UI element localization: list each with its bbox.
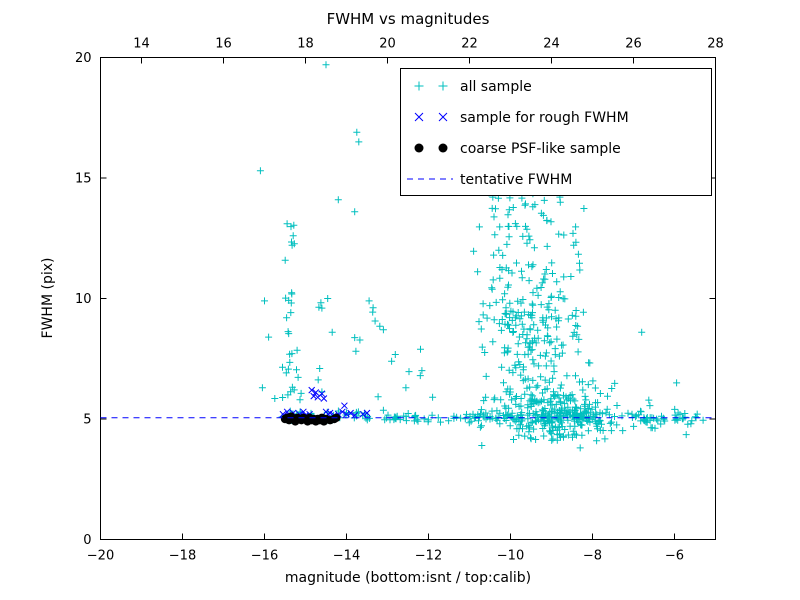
chart-title: FWHM vs magnitudes	[327, 10, 490, 28]
legend-label: all sample	[460, 79, 532, 95]
legend-dot-markers	[414, 143, 448, 153]
x-tick-label-top: 26	[625, 37, 642, 52]
y-tick-label: 5	[83, 413, 91, 428]
y-tick-label: 15	[75, 172, 92, 187]
x-tick-label-bottom: −8	[583, 549, 602, 564]
y-tick-label: 20	[75, 51, 92, 66]
legend: all sample sample for rough FWHM coarse PS…	[400, 68, 712, 196]
x-tick-label-bottom: −12	[415, 549, 442, 564]
axis-ticks	[100, 57, 716, 540]
x-tick-label-top: 14	[133, 37, 150, 52]
y-tick-label: 0	[83, 533, 91, 548]
y-tick-label: 10	[75, 292, 92, 307]
x-axis-label: magnitude (bottom:isnt / top:calib)	[285, 570, 531, 586]
x-tick-label-top: 16	[215, 37, 232, 52]
legend-label: tentative FWHM	[460, 172, 572, 188]
x-tick-label-top: 28	[707, 37, 724, 52]
x-tick-label-bottom: −14	[333, 549, 360, 564]
x-tick-label-top: 18	[297, 37, 314, 52]
x-tick-label-bottom: −6	[665, 549, 684, 564]
legend-item-3: coarse PSF-like sample	[414, 141, 621, 157]
axis-tick-labels: −20 −18 −16 −14 −12 −10 −8 −6 14 16 18 20 22 24 26 28 0 5…	[75, 37, 724, 564]
x-tick-label-bottom: −18	[169, 549, 196, 564]
legend-item-1: all sample	[414, 79, 532, 95]
x-tick-label-bottom: −16	[251, 549, 278, 564]
legend-x-markers	[414, 112, 448, 122]
x-tick-label-bottom: −20	[87, 549, 114, 564]
legend-label: coarse PSF-like sample	[460, 141, 621, 157]
legend-plus-markers	[414, 81, 448, 91]
legend-item-2: sample for rough FWHM	[414, 110, 629, 126]
legend-label: sample for rough FWHM	[460, 110, 629, 126]
y-axis-label: FWHM (pix)	[40, 258, 56, 339]
legend-item-4: tentative FWHM	[407, 172, 572, 188]
x-tick-label-top: 22	[461, 37, 478, 52]
x-tick-label-bottom: −10	[497, 549, 524, 564]
x-tick-label-top: 20	[379, 37, 396, 52]
legend-box	[400, 68, 712, 196]
x-tick-label-top: 24	[543, 37, 560, 52]
